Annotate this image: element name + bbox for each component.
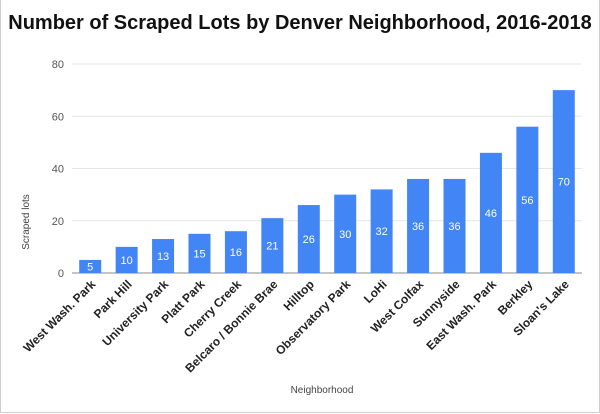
x-tick-label: West Wash. Park [21, 277, 99, 355]
y-axis-ticks: 0 20 40 60 80 [52, 59, 64, 280]
bar [115, 246, 138, 273]
data-label: 56 [521, 195, 533, 207]
data-label: 16 [230, 247, 242, 259]
x-axis-label: Neighborhood [291, 385, 354, 396]
chart-title: Number of Scraped Lots by Denver Neighbo… [8, 12, 592, 34]
data-label: 13 [157, 251, 169, 263]
y-tick-label: 40 [52, 164, 64, 176]
data-label: 5 [87, 261, 93, 273]
data-label: 26 [303, 234, 315, 246]
data-label: 10 [121, 255, 133, 267]
bar [370, 189, 393, 273]
y-tick-label: 0 [58, 268, 64, 280]
data-label: 70 [558, 177, 570, 189]
bar [297, 205, 320, 273]
data-label: 30 [339, 229, 351, 241]
bar [516, 126, 539, 273]
bar [261, 218, 284, 273]
data-label: 46 [485, 208, 497, 220]
bar [152, 239, 175, 273]
bar [407, 178, 430, 273]
bar [79, 259, 102, 273]
y-tick-label: 60 [52, 111, 64, 123]
bar [224, 231, 247, 273]
bar [443, 178, 466, 273]
x-tick-label: LoHi [361, 277, 390, 306]
y-axis-label: Scraped lots [21, 194, 32, 250]
bar [552, 90, 575, 273]
bar [334, 194, 357, 273]
data-label: 32 [376, 226, 388, 238]
bar [188, 233, 211, 273]
bars [79, 90, 575, 273]
data-labels: 5 10 13 15 16 21 26 30 32 36 36 46 56 70 [87, 177, 570, 274]
y-tick-label: 80 [52, 59, 64, 71]
bar [479, 152, 502, 273]
data-label: 36 [448, 221, 460, 233]
y-tick-label: 20 [52, 216, 64, 228]
data-label: 21 [266, 241, 278, 253]
data-label: 15 [193, 248, 205, 260]
data-label: 36 [412, 221, 424, 233]
gridlines [72, 63, 582, 274]
